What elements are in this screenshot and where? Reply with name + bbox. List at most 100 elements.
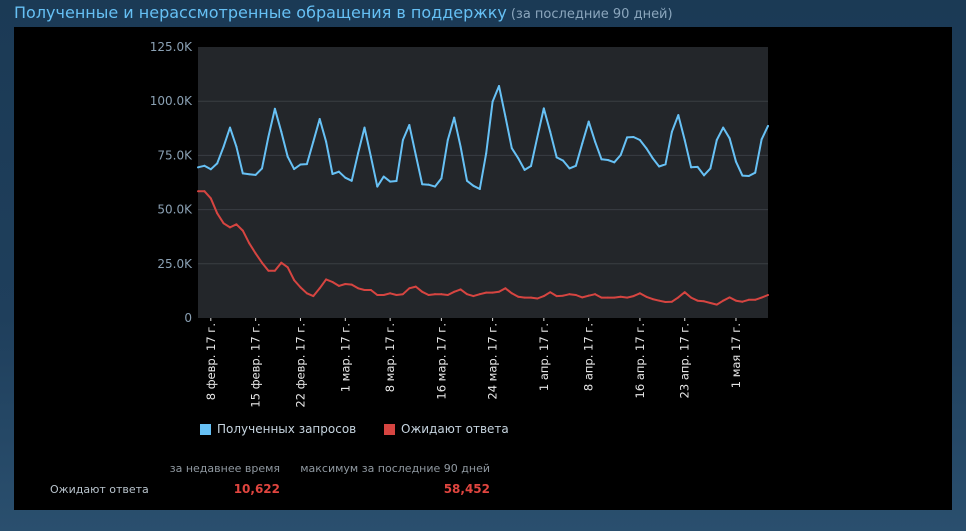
data-point — [197, 166, 199, 169]
data-point — [632, 295, 635, 298]
data-point — [293, 168, 296, 171]
data-point — [728, 296, 731, 299]
data-point — [530, 296, 533, 299]
data-point — [440, 177, 443, 180]
data-point — [261, 261, 264, 264]
data-point — [382, 294, 385, 297]
y-tick-label: 100.0K — [150, 94, 193, 108]
data-point — [606, 158, 609, 161]
data-point — [747, 298, 750, 301]
data-point — [197, 190, 199, 193]
data-point — [638, 139, 641, 142]
data-point — [498, 85, 501, 88]
data-point — [286, 266, 289, 269]
x-tick-label: 8 мар. 17 г. — [383, 323, 397, 392]
data-point — [248, 242, 251, 245]
data-point — [555, 295, 558, 298]
data-point — [472, 295, 475, 298]
data-point — [325, 140, 328, 143]
data-point — [337, 284, 340, 287]
legend-label-awaiting: Ожидают ответа — [401, 422, 509, 436]
x-tick-label: 15 февр. 17 г. — [249, 323, 263, 408]
data-point — [690, 166, 693, 169]
data-point — [677, 114, 680, 117]
data-point — [395, 179, 398, 182]
data-point — [273, 269, 276, 272]
data-point — [542, 295, 545, 298]
data-point — [248, 173, 251, 176]
data-point — [536, 135, 539, 138]
data-point — [305, 292, 308, 295]
data-point — [209, 168, 212, 171]
data-point — [478, 188, 481, 191]
data-point — [453, 290, 456, 293]
data-point — [709, 167, 712, 170]
data-point — [478, 293, 481, 296]
data-point — [369, 155, 372, 158]
data-point — [581, 296, 584, 299]
y-tick-label: 0 — [184, 311, 192, 325]
data-point — [369, 289, 372, 292]
data-point — [600, 158, 603, 161]
y-tick-label: 25.0K — [157, 257, 193, 271]
data-point — [280, 130, 283, 133]
x-tick-label: 8 апр. 17 г. — [582, 323, 596, 391]
y-tick-label: 75.0K — [157, 148, 193, 162]
data-point — [517, 295, 520, 298]
data-point — [619, 295, 622, 298]
data-point — [363, 126, 366, 129]
data-point — [594, 140, 597, 143]
data-point — [222, 145, 225, 148]
data-point — [536, 297, 539, 300]
data-point — [427, 294, 430, 297]
data-point — [600, 296, 603, 299]
x-tick-label: 1 апр. 17 г. — [537, 323, 551, 391]
data-point — [734, 299, 737, 302]
data-point — [440, 293, 443, 296]
data-point — [376, 185, 379, 188]
data-point — [459, 288, 462, 291]
legend-item-received[interactable]: Полученных запросов — [200, 422, 356, 436]
data-point — [421, 183, 424, 186]
data-point — [754, 298, 757, 301]
legend-swatch-awaiting — [384, 423, 395, 435]
data-point — [741, 174, 744, 177]
data-point — [254, 173, 257, 176]
data-point — [626, 296, 629, 299]
data-point — [568, 293, 571, 296]
data-point — [702, 300, 705, 303]
data-point — [606, 296, 609, 299]
x-tick-label: 16 мар. 17 г. — [434, 323, 448, 400]
data-point — [446, 139, 449, 142]
data-point — [401, 293, 404, 296]
data-point — [433, 293, 436, 296]
data-point — [421, 290, 424, 293]
data-point — [216, 212, 219, 215]
x-tick-label: 8 февр. 17 г. — [204, 323, 218, 400]
data-point — [389, 180, 392, 183]
series-line-awaiting — [197, 190, 769, 306]
stats-max-value: 58,452 — [443, 482, 490, 496]
data-point — [331, 281, 334, 284]
data-point — [344, 282, 347, 285]
data-point — [549, 130, 552, 133]
data-point — [658, 165, 661, 168]
data-point — [523, 296, 526, 299]
data-point — [318, 287, 321, 290]
data-point — [658, 299, 661, 302]
data-point — [465, 179, 468, 182]
data-point — [722, 299, 725, 302]
stats-recent-value: 10,622 — [233, 482, 280, 496]
x-tick-label: 1 мар. 17 г. — [338, 323, 352, 392]
data-point — [530, 165, 533, 168]
data-point — [395, 294, 398, 297]
data-point — [638, 292, 641, 295]
data-point — [401, 139, 404, 142]
legend-item-awaiting[interactable]: Ожидают ответа — [384, 422, 509, 436]
data-point — [453, 116, 456, 119]
series-line-received — [197, 85, 769, 190]
x-tick-label: 22 февр. 17 г. — [293, 323, 307, 408]
data-point — [510, 147, 513, 150]
data-point — [408, 287, 411, 290]
data-point — [715, 139, 718, 142]
